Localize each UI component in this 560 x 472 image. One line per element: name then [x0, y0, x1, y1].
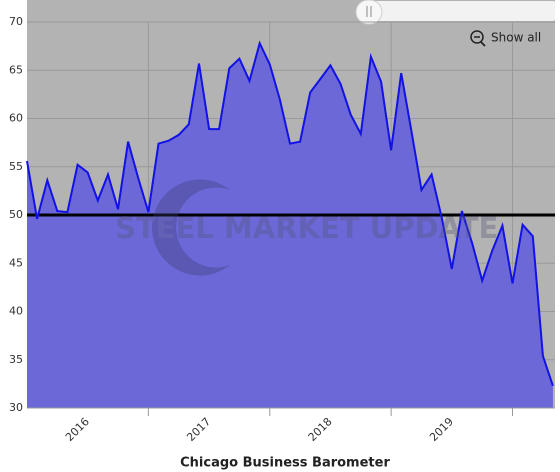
navigator-scrollbar[interactable] — [370, 1, 555, 21]
watermark-text: STEEL MARKET UPDATE — [115, 211, 498, 245]
zoom-icon-handle — [480, 41, 486, 47]
navigator-handle[interactable] — [355, 0, 383, 25]
button-label[interactable]: Show all — [491, 31, 541, 45]
show-all-button[interactable]: Show all — [470, 30, 541, 47]
x-tick-label: 2019 — [427, 415, 456, 444]
y-tick-label: 50 — [9, 208, 23, 221]
watermark-logo — [152, 179, 230, 276]
zoom-icon — [470, 30, 484, 44]
y-tick-label: 60 — [9, 112, 23, 125]
series-line — [26, 40, 554, 387]
y-tick-label: 70 — [9, 15, 23, 28]
area-fill — [27, 43, 553, 408]
y-tick-label: 30 — [9, 401, 23, 414]
x-tick-label: 2016 — [63, 415, 92, 444]
x-tick-label: 2017 — [184, 415, 213, 444]
y-tick-label: 40 — [9, 305, 23, 318]
x-tick-label: 2018 — [306, 415, 335, 444]
y-tick-label: 45 — [9, 256, 23, 269]
watermark: STEEL MARKET UPDATE — [115, 179, 498, 276]
y-tick-label: 65 — [9, 63, 23, 76]
chart-title: Chicago Business Barometer — [180, 456, 390, 471]
y-tick-label: 55 — [9, 160, 23, 173]
y-tick-label: 35 — [9, 353, 23, 366]
